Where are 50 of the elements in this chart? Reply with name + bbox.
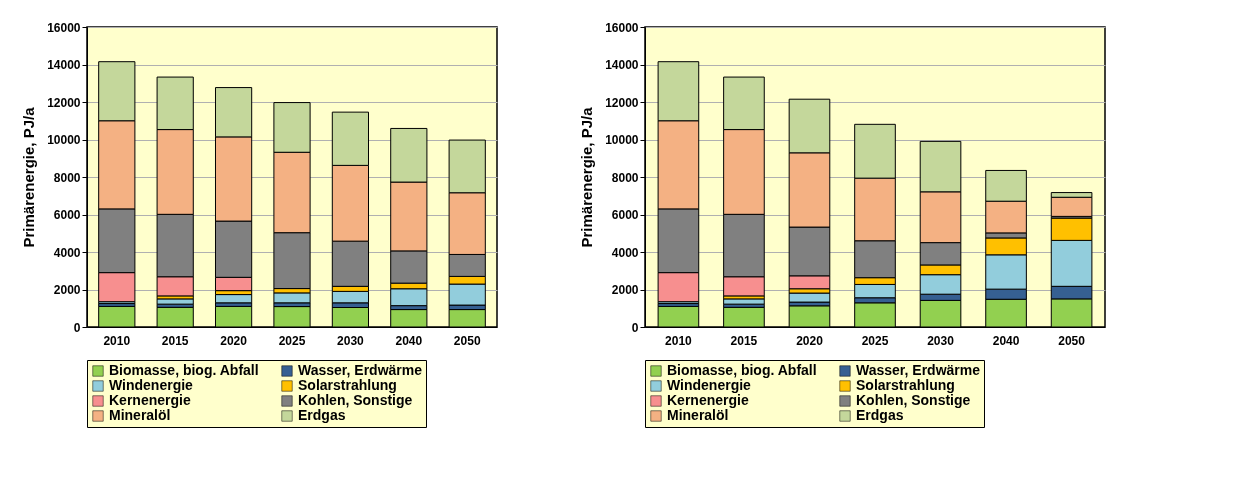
- x-tick-label: 2015: [161, 333, 189, 348]
- x-tick-label: 2010: [103, 333, 131, 348]
- legend-label: Erdgas: [298, 407, 346, 423]
- legend-label: Kernenergie: [667, 392, 749, 408]
- legend-label: Wasser, Erdwärme: [298, 362, 423, 378]
- legend-label: Mineralöl: [109, 407, 171, 423]
- x-tick-label: 2030: [337, 333, 365, 348]
- x-tick-label: 2025: [861, 333, 889, 348]
- y-tick-label: 0: [73, 320, 81, 335]
- x-tick-label: 2040: [395, 333, 423, 348]
- y-tick-label: 8000: [53, 170, 81, 185]
- y-tick-label: 2000: [611, 283, 639, 297]
- legend-label: Windenergie: [667, 377, 752, 393]
- x-tick-label: 2015: [730, 333, 758, 348]
- legend-label: Windenergie: [109, 377, 194, 393]
- x-tick-label: 2050: [1058, 333, 1086, 348]
- y-tick-label: 2000: [53, 283, 81, 297]
- x-tick-label: 2040: [992, 333, 1020, 348]
- y-tick-label: 14000: [605, 58, 639, 72]
- y-tick-label: 6000: [53, 208, 81, 222]
- legend-label: Biomasse, biog. Abfall: [667, 362, 817, 378]
- legend-label: Mineralöl: [667, 407, 729, 423]
- y-axis-title: Primärenergie, PJ/a: [578, 106, 596, 248]
- x-tick-label: 2050: [453, 333, 481, 348]
- legend-label: Solarstrahlung: [856, 377, 955, 393]
- y-tick-label: 8000: [611, 170, 639, 185]
- legend-label: Biomasse, biog. Abfall: [109, 362, 259, 378]
- x-tick-label: 2020: [796, 333, 824, 348]
- y-tick-label: 12000: [605, 95, 639, 110]
- y-tick-label: 10000: [605, 133, 639, 147]
- legend-label: Solarstrahlung: [298, 377, 397, 393]
- y-tick-label: 14000: [47, 58, 81, 72]
- y-tick-label: 12000: [47, 95, 81, 110]
- x-tick-label: 2020: [220, 333, 248, 348]
- y-tick-label: 16000: [605, 20, 639, 35]
- y-tick-label: 4000: [53, 245, 81, 260]
- legend-label: Erdgas: [856, 407, 904, 423]
- x-tick-label: 2030: [927, 333, 955, 348]
- legend-label: Wasser, Erdwärme: [856, 362, 981, 378]
- y-tick-label: 6000: [611, 208, 639, 222]
- x-tick-label: 2025: [278, 333, 306, 348]
- legend-label: Kernenergie: [109, 392, 191, 408]
- y-axis-title: Primärenergie, PJ/a: [20, 106, 38, 248]
- legend-label: Kohlen, Sonstige: [298, 392, 413, 408]
- x-tick-label: 2010: [665, 333, 693, 348]
- y-tick-label: 0: [631, 320, 639, 335]
- y-tick-label: 16000: [47, 20, 81, 35]
- legend-label: Kohlen, Sonstige: [856, 392, 971, 408]
- y-tick-label: 4000: [611, 245, 639, 260]
- y-tick-label: 10000: [47, 133, 81, 147]
